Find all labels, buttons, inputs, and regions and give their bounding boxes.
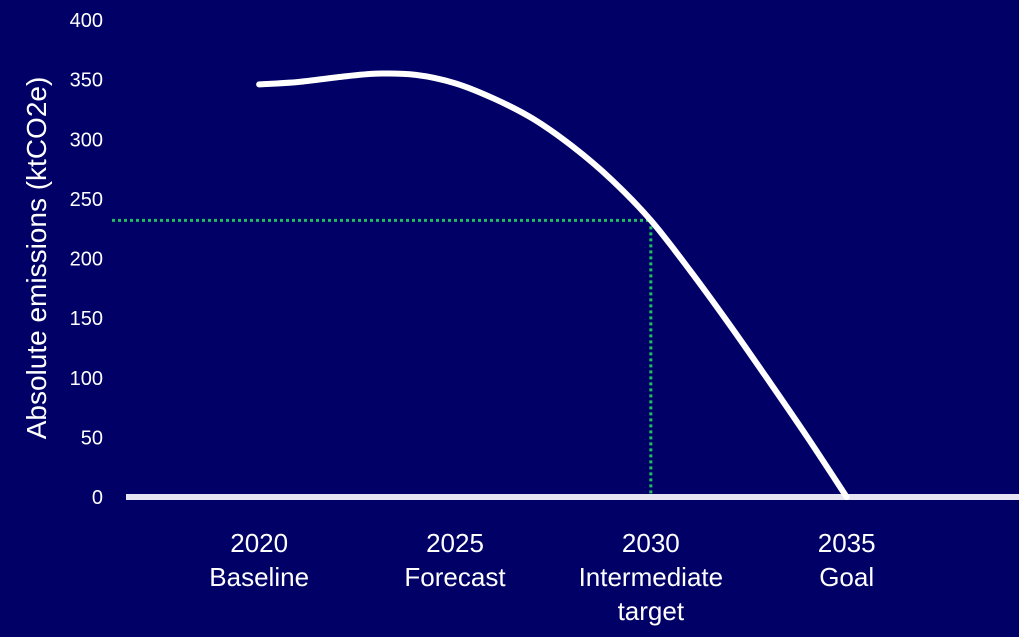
y-tick-label: 400 [70, 10, 103, 32]
y-tick-label: 100 [70, 368, 103, 390]
y-axis-label: Absolute emissions (ktCO2e) [21, 77, 52, 440]
x-tick-label: 2035 Goal [818, 528, 876, 592]
y-tick-label: 150 [70, 308, 103, 330]
y-tick-label: 200 [70, 249, 103, 271]
x-tick-label: 2025 Forecast [404, 528, 506, 592]
y-tick-label: 50 [81, 427, 103, 449]
y-tick-labels: 0 50 100 150 200 250 300 350 400 [70, 10, 103, 509]
x-tick-labels: 2020 Baseline 2025 Forecast 2030 Intermediate… [209, 528, 875, 626]
y-tick-label: 350 [70, 70, 103, 92]
x-tick-label: 2030 Intermediate target [579, 528, 724, 626]
y-tick-label: 250 [70, 189, 103, 211]
x-tick-label: 2020 Baseline [209, 528, 309, 592]
reference-lines [112, 218, 653, 497]
y-tick-label: 300 [70, 129, 103, 151]
series-line-emissions [256, 70, 850, 500]
y-tick-label: 0 [92, 487, 103, 509]
